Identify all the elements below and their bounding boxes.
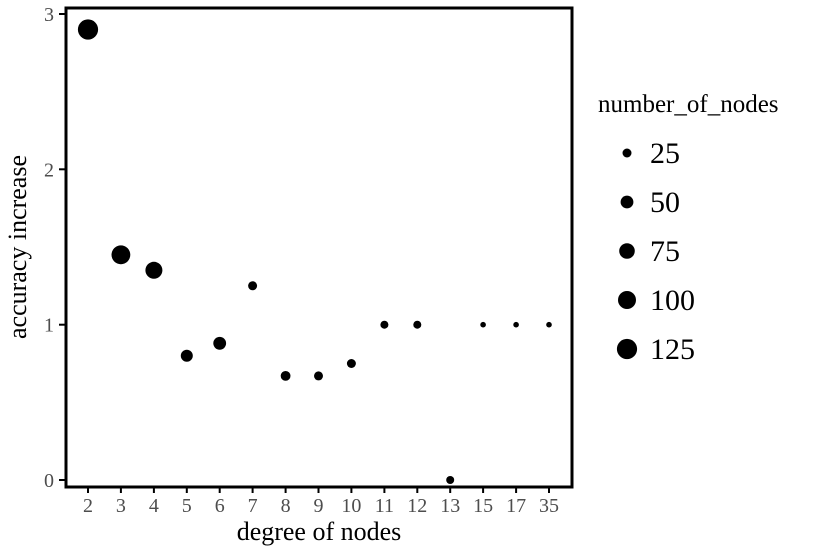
y-tick-label: 1 [44, 315, 54, 337]
legend-dot-50 [620, 195, 634, 209]
legend-entry-label: 25 [650, 137, 680, 170]
data-point-x-3 [111, 245, 131, 265]
x-tick-label: 15 [473, 495, 493, 517]
legend-entry-label: 125 [650, 333, 695, 366]
x-axis-ticks: 2 3 4 5 6 7 8 9 10 11 12 13 15 17 35 [83, 487, 559, 517]
y-axis-ticks: 0 1 2 3 [44, 4, 66, 492]
legend-entry-label: 75 [650, 235, 680, 268]
x-tick-label: 12 [407, 495, 427, 517]
x-tick-label: 2 [83, 495, 93, 517]
x-tick-label: 13 [440, 495, 460, 517]
data-point-x-12 [413, 320, 422, 329]
x-tick-label: 7 [248, 495, 258, 517]
y-tick-label: 0 [44, 470, 54, 492]
legend-entry-label: 100 [650, 284, 695, 317]
data-point-x-35 [546, 321, 552, 328]
data-point-x-13 [446, 476, 455, 484]
data-point-x-17 [513, 321, 519, 328]
data-point-x-6 [213, 336, 227, 350]
data-point-x-5 [180, 349, 193, 362]
data-point-x-7 [248, 281, 258, 291]
legend-dot-25 [622, 148, 632, 158]
x-tick-label: 10 [341, 495, 361, 517]
x-tick-label: 17 [506, 495, 526, 517]
data-point-x-2 [77, 19, 99, 40]
data-point-x-8 [280, 371, 291, 381]
legend-dot-75 [619, 243, 635, 259]
x-tick-label: 11 [375, 495, 394, 517]
x-tick-label: 9 [314, 495, 324, 517]
legend-entries: 25 50 75 100 125 [616, 137, 695, 366]
data-point-x-10 [346, 359, 356, 368]
y-axis-title: accuracy increase [3, 155, 32, 339]
legend-dot-100 [618, 291, 636, 309]
y-tick-label: 2 [44, 159, 54, 181]
legend-entry-label: 50 [650, 186, 680, 219]
legend-title: number_of_nodes [598, 91, 779, 118]
data-point-x-9 [314, 371, 323, 381]
y-tick-label: 3 [44, 4, 54, 26]
x-tick-label: 4 [149, 495, 159, 517]
x-tick-label: 5 [182, 495, 192, 517]
x-tick-label: 3 [116, 495, 126, 517]
data-point-x-4 [145, 261, 163, 279]
x-axis-title: degree of nodes [237, 517, 402, 546]
points-layer [77, 19, 552, 484]
x-tick-label: 35 [539, 495, 559, 517]
x-tick-label: 6 [215, 495, 225, 517]
data-point-x-15 [480, 321, 486, 328]
plot-panel-background [66, 8, 572, 487]
data-point-x-11 [380, 320, 389, 329]
legend-dot-125 [616, 338, 638, 360]
x-tick-label: 8 [281, 495, 291, 517]
